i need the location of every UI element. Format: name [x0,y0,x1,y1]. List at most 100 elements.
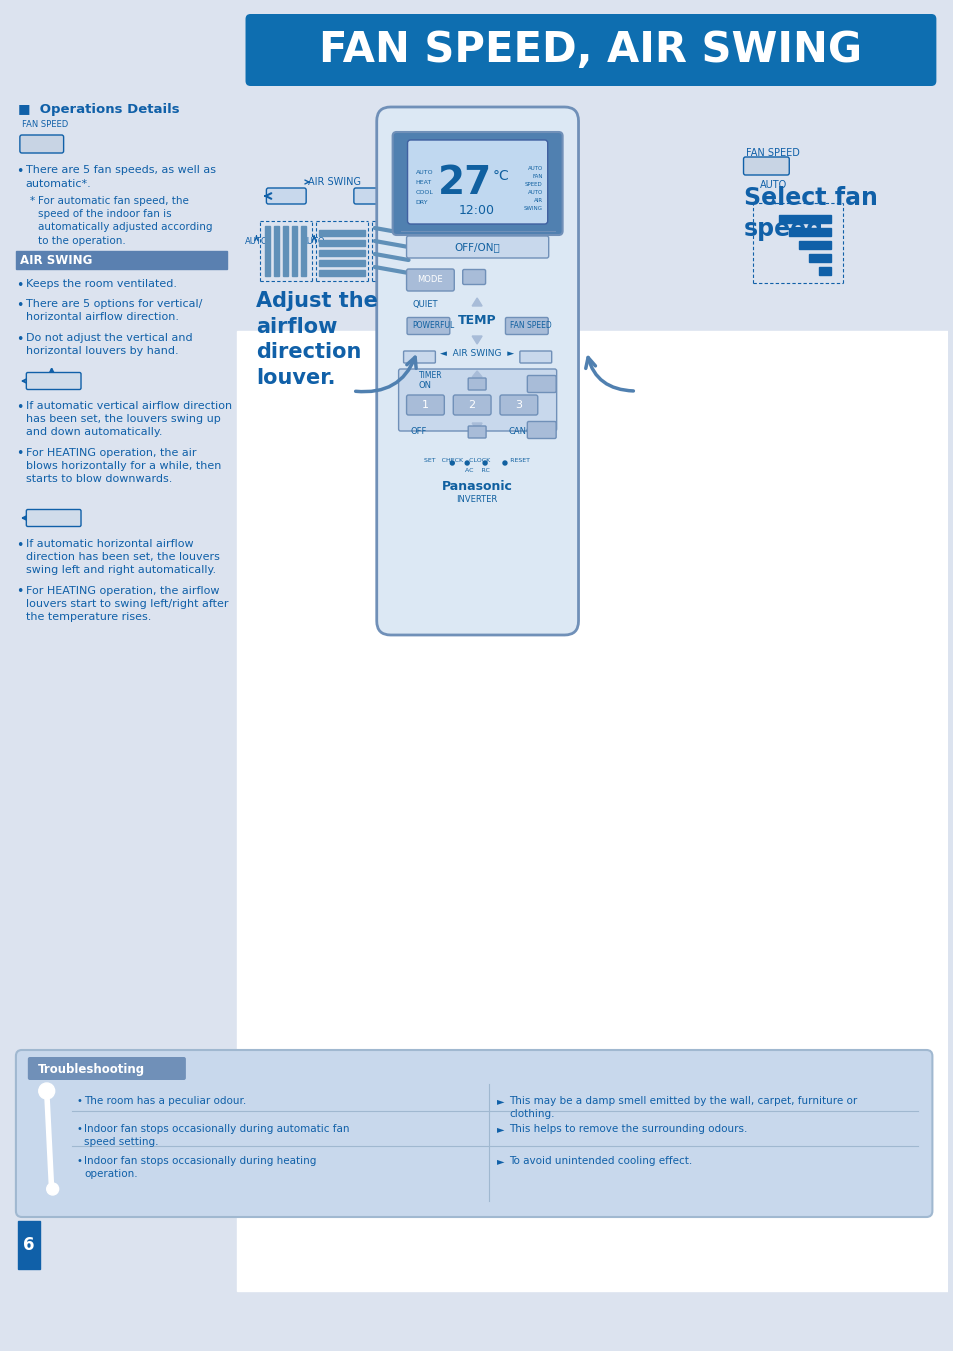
Bar [18,1221,40,1269]
Text: •: • [16,299,23,312]
Circle shape [450,461,454,465]
Text: °C: °C [493,169,509,182]
Text: •: • [16,332,23,346]
Bar [788,228,830,236]
Circle shape [465,461,469,465]
Text: AUTO: AUTO [245,236,268,246]
Text: TEMP: TEMP [457,315,496,327]
Text: Indoor fan stops occasionally during automatic fan
speed setting.: Indoor fan stops occasionally during aut… [85,1124,350,1147]
Text: For automatic fan speed, the
speed of the indoor fan is
automatically adjusted a: For automatic fan speed, the speed of th… [38,196,213,246]
Text: •: • [16,585,23,598]
FancyBboxPatch shape [376,107,578,635]
FancyBboxPatch shape [742,157,788,176]
Text: AC    RC: AC RC [464,469,489,473]
Text: *: * [30,196,35,205]
FancyBboxPatch shape [406,269,454,290]
Text: ON: ON [418,381,431,390]
Text: OFF/ONⓘ: OFF/ONⓘ [454,242,499,253]
FancyBboxPatch shape [354,188,394,204]
FancyBboxPatch shape [407,317,449,335]
Text: To avoid unintended cooling effect.: To avoid unintended cooling effect. [508,1156,692,1166]
Text: ►: ► [497,1156,504,1166]
Circle shape [502,461,506,465]
FancyBboxPatch shape [398,369,556,431]
Text: •: • [76,1096,82,1106]
Text: 27: 27 [437,163,492,203]
Text: OFF: OFF [410,427,426,435]
Circle shape [39,1084,54,1098]
Text: 6: 6 [23,1236,34,1254]
Text: AIR: AIR [533,199,542,204]
Bar [236,331,947,1292]
Bar [808,254,830,262]
Polygon shape [472,423,481,431]
Circle shape [482,461,487,465]
FancyBboxPatch shape [266,188,306,204]
Text: Do not adjust the vertical and
horizontal louvers by hand.: Do not adjust the vertical and horizonta… [26,332,193,357]
Text: 2: 2 [468,400,476,409]
Text: There are 5 fan speeds, as well as
automatic*.: There are 5 fan speeds, as well as autom… [26,165,215,189]
Polygon shape [472,372,481,377]
Text: •: • [76,1124,82,1133]
Text: There are 5 options for vertical/
horizontal airflow direction.: There are 5 options for vertical/ horizo… [26,299,202,322]
Text: INVERTER: INVERTER [456,494,497,504]
FancyBboxPatch shape [499,394,537,415]
Text: SET: SET [527,377,542,385]
Text: For HEATING operation, the air
blows horizontally for a while, then
starts to bl: For HEATING operation, the air blows hor… [26,447,221,484]
FancyBboxPatch shape [505,317,548,335]
FancyBboxPatch shape [20,135,64,153]
FancyBboxPatch shape [403,351,435,363]
Text: FAN SPEED, AIR SWING: FAN SPEED, AIR SWING [318,28,862,72]
Bar [318,250,364,255]
Text: Select fan
speed.: Select fan speed. [742,186,877,240]
Text: Indoor fan stops occasionally during heating
operation.: Indoor fan stops occasionally during hea… [85,1156,316,1179]
Bar [16,251,227,269]
Text: SWING: SWING [523,207,542,212]
FancyBboxPatch shape [406,394,444,415]
Text: Troubleshooting: Troubleshooting [38,1062,145,1075]
Text: ►: ► [497,1096,504,1106]
Text: AUTO: AUTO [527,166,542,172]
FancyBboxPatch shape [462,269,485,285]
Text: •: • [16,539,23,553]
Bar [301,226,306,276]
FancyBboxPatch shape [27,509,81,527]
FancyBboxPatch shape [453,394,491,415]
Text: AIR SWING: AIR SWING [20,254,92,266]
Bar [318,240,364,246]
Text: For HEATING operation, the airflow
louvers start to swing left/right after
the t: For HEATING operation, the airflow louve… [26,585,228,621]
Text: This helps to remove the surrounding odours.: This helps to remove the surrounding odo… [508,1124,746,1133]
Text: ◄  AIR SWING  ►: ◄ AIR SWING ► [439,349,514,358]
Text: DRY: DRY [416,200,428,205]
Text: 1: 1 [421,400,429,409]
Text: 3: 3 [515,400,522,409]
Text: SET   CHECK   CLOCK          RESET: SET CHECK CLOCK RESET [424,458,530,463]
Text: •: • [16,401,23,413]
FancyBboxPatch shape [527,376,556,393]
Circle shape [47,1183,58,1196]
FancyBboxPatch shape [527,422,556,439]
Text: SPEED: SPEED [524,182,542,188]
FancyBboxPatch shape [393,132,562,235]
Text: •: • [76,1156,82,1166]
Polygon shape [472,299,481,305]
Bar [318,259,364,266]
FancyBboxPatch shape [27,373,81,389]
FancyBboxPatch shape [28,1056,186,1079]
Text: FAN SPEED: FAN SPEED [22,120,68,128]
Bar [318,270,364,276]
Text: •: • [16,280,23,292]
Text: MODE: MODE [417,276,443,285]
Polygon shape [472,336,481,345]
Text: Panasonic: Panasonic [441,480,512,493]
Text: The room has a peculiar odour.: The room has a peculiar odour. [85,1096,247,1106]
Text: HEAT: HEAT [416,181,432,185]
Bar [283,226,288,276]
FancyBboxPatch shape [16,1050,931,1217]
Bar [318,230,364,236]
Bar [779,215,830,223]
Text: AUTO: AUTO [302,236,326,246]
Text: If automatic vertical airflow direction
has been set, the louvers swing up
and d: If automatic vertical airflow direction … [26,401,232,438]
Text: If automatic horizontal airflow
direction has been set, the louvers
swing left a: If automatic horizontal airflow directio… [26,539,219,576]
FancyBboxPatch shape [468,426,486,438]
